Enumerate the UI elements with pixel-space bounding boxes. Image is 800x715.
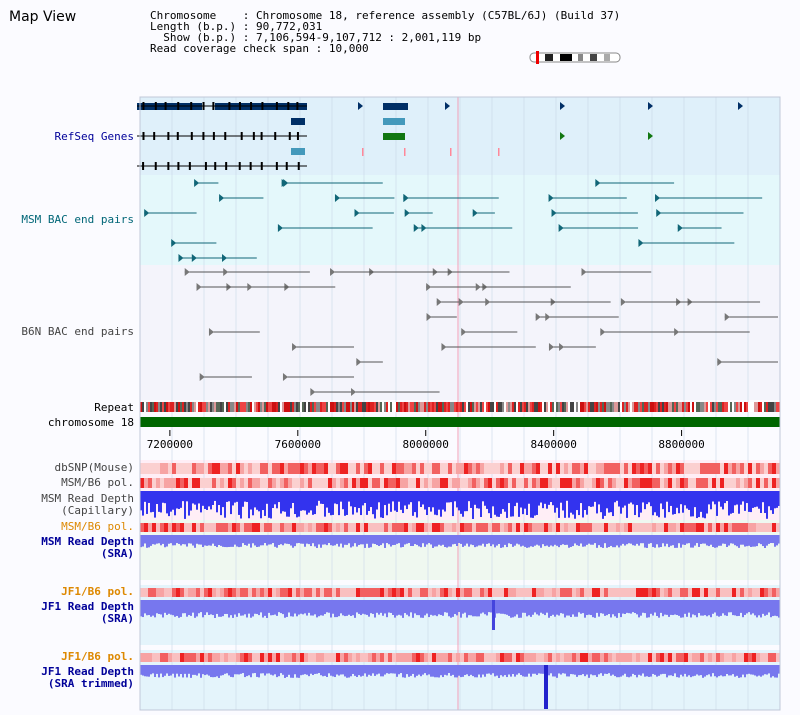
jf1-depth-sra-bars (140, 600, 780, 618)
ideogram-position-marker (536, 51, 539, 64)
show-value: 7,106,594-9,107,712 : 2,001,119 bp (255, 31, 482, 44)
chromosome-key: Chromosome (150, 9, 217, 22)
axis-tick-label: 8000000 (403, 438, 449, 451)
track-label-jf1-depth-trimmed[interactable]: JF1 Read Depth (SRA trimmed) (41, 666, 134, 690)
track-label-msm-depth-capillary-line2: (Capillary) (61, 504, 134, 517)
track-label-jf1-depth-trimmed-line2: (SRA trimmed) (47, 677, 134, 690)
track-label-chromosome[interactable]: chromosome 18 (47, 416, 134, 429)
msm-bac-end-pairs (144, 179, 763, 262)
track-label-msm-depth-capillary-line1: MSM Read Depth (41, 492, 134, 505)
jf1-depth-trimmed-bars (140, 665, 780, 678)
track-label-msm-depth-capillary[interactable]: MSM Read Depth (Capillary) (41, 493, 134, 517)
page-title: Map View (9, 9, 77, 25)
track-label-jf1-b6-pol-2[interactable]: JF1/B6 pol. (61, 650, 134, 663)
position-axis: 7200000 7600000 8000000 8400000 8800000 (147, 430, 705, 451)
jf1-depth-spike (544, 665, 548, 709)
track-label-msm-depth-sra-line1: MSM Read Depth (41, 535, 134, 548)
info-block: Chromosome : Chromosome 18, reference as… (150, 9, 621, 55)
jf1-b6-pol-heatmap-1 (140, 588, 780, 597)
b6n-bac-end-pairs (184, 268, 778, 396)
coverage-key: Read coverage check span (150, 42, 309, 55)
msm-b6-pol-heatmap-1 (140, 478, 780, 488)
chromosome-ideogram (529, 51, 621, 64)
track-label-msm-b6-pol-1[interactable]: MSM/B6 pol. (61, 476, 134, 489)
track-label-msm-bac[interactable]: MSM BAC end pairs (21, 213, 134, 226)
track-label-msm-b6-pol-2[interactable]: MSM/B6 pol. (61, 520, 134, 533)
coverage-value: 10,000 (328, 42, 369, 55)
axis-tick-label: 7600000 (275, 438, 321, 451)
axis-tick-label: 8800000 (658, 438, 704, 451)
track-label-jf1-depth-sra-line2: (SRA) (100, 612, 134, 625)
repeat-track (140, 402, 780, 412)
refseq-gene-features (137, 102, 743, 170)
jf1-b6-pol-heatmap-2 (140, 653, 780, 662)
axis-tick-label: 8400000 (530, 438, 576, 451)
track-label-jf1-depth-trimmed-line1: JF1 Read Depth (41, 665, 134, 678)
length-value: 90,772,031 (255, 20, 323, 33)
jf1-depth-dip (492, 600, 495, 630)
show-key: Show (b.p.) (163, 31, 237, 44)
msm-depth-capillary-bars (140, 491, 780, 519)
track-label-msm-depth-sra[interactable]: MSM Read Depth (SRA) (41, 536, 134, 560)
track-label-jf1-depth-sra-line1: JF1 Read Depth (41, 600, 134, 613)
track-label-jf1-depth-sra[interactable]: JF1 Read Depth (SRA) (41, 601, 134, 625)
tracks-border (139, 96, 781, 711)
track-label-b6n-bac[interactable]: B6N BAC end pairs (21, 325, 134, 338)
chromosome-value: Chromosome 18, reference assembly (C57BL… (255, 9, 621, 22)
length-key: Length (b.p.) (150, 20, 237, 33)
chromosome-bar (140, 417, 780, 427)
track-label-dbsnp[interactable]: dbSNP(Mouse) (54, 461, 134, 474)
msm-b6-pol-heatmap-2 (140, 523, 780, 532)
track-label-msm-depth-sra-line2: (SRA) (100, 547, 134, 560)
track-label-repeat[interactable]: Repeat (94, 401, 134, 414)
track-label-refseq-genes[interactable]: RefSeq Genes (54, 130, 134, 143)
dbsnp-heatmap (140, 463, 780, 474)
track-label-jf1-b6-pol-1[interactable]: JF1/B6 pol. (61, 585, 134, 598)
msm-depth-sra-bars (140, 535, 780, 548)
axis-tick-label: 7200000 (147, 438, 193, 451)
